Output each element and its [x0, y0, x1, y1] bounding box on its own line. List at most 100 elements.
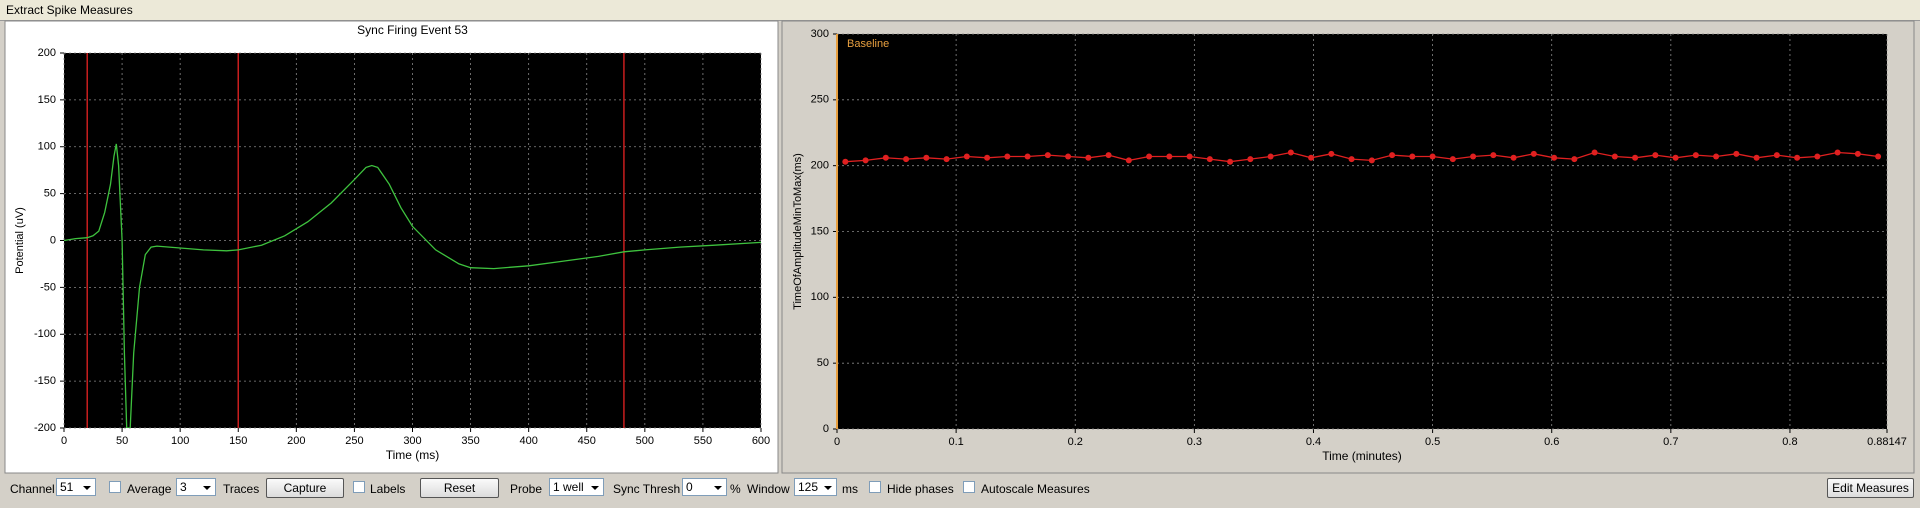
data-point	[1875, 153, 1882, 160]
y-tick-label: 100	[811, 291, 829, 303]
data-point	[1551, 154, 1558, 161]
data-point	[1449, 156, 1456, 163]
data-point	[943, 156, 950, 163]
y-tick-label: 0	[50, 234, 56, 246]
y-axis-label: TimeOfAmplitudeMinToMax(ms)	[792, 153, 804, 310]
data-point	[1125, 157, 1132, 164]
x-tick-label: 0.8	[1782, 436, 1797, 448]
data-point	[1854, 150, 1861, 157]
data-point	[1773, 152, 1780, 159]
reset-button[interactable]: Reset	[420, 478, 499, 498]
data-point	[1611, 153, 1618, 160]
charts: Sync Firing Event 53 0 50 100 150 200 250 300 35…	[4, 20, 1915, 474]
data-point	[1429, 153, 1436, 160]
data-point	[1591, 149, 1598, 156]
label: Autoscale Measures	[981, 482, 1090, 496]
x-tick-label: 600	[752, 435, 770, 447]
data-point	[1267, 153, 1274, 160]
x-tick-label: 150	[229, 435, 247, 447]
data-point	[1733, 150, 1740, 157]
data-point	[1105, 152, 1112, 159]
y-tick-label: 50	[44, 188, 56, 200]
y-tick-label: -150	[34, 375, 56, 387]
data-point	[963, 153, 970, 160]
data-point	[1227, 158, 1234, 165]
y-tick-label: -200	[34, 422, 56, 434]
chart-title: Sync Firing Event 53	[357, 23, 468, 37]
edit-measures-button[interactable]: Edit Measures	[1827, 478, 1914, 498]
data-point	[1794, 154, 1801, 161]
y-tick-label: -50	[40, 281, 56, 293]
data-point	[862, 157, 869, 164]
probe-select[interactable]: 1 well	[549, 478, 604, 496]
window-title: Extract Spike Measures	[6, 3, 133, 17]
checkbox[interactable]	[963, 481, 975, 493]
sync-thresh-select[interactable]: 0	[682, 478, 727, 496]
data-point	[1490, 152, 1497, 159]
checkbox[interactable]	[109, 481, 121, 493]
data-point	[923, 154, 930, 161]
x-tick-label: 350	[461, 435, 479, 447]
data-point	[1571, 156, 1578, 163]
y-axis-label: Potential (uV)	[14, 207, 26, 274]
data-point	[1247, 156, 1254, 163]
y-tick-label: 150	[811, 225, 829, 237]
data-point	[1044, 152, 1051, 159]
x-tick-label: 0.2	[1068, 436, 1083, 448]
y-tick-label: 0	[823, 423, 829, 435]
y-tick-label: 200	[811, 160, 829, 172]
x-axis-label: Time (ms)	[386, 448, 440, 462]
label: Labels	[370, 482, 406, 496]
data-point	[1672, 154, 1679, 161]
data-point	[1510, 154, 1517, 161]
capture-button[interactable]: Capture	[266, 478, 344, 498]
data-point	[1004, 153, 1011, 160]
x-tick-label: 0.4	[1306, 436, 1321, 448]
data-point	[882, 154, 889, 161]
data-point	[1287, 149, 1294, 156]
x-tick-label: 250	[345, 435, 363, 447]
data-point	[1065, 153, 1072, 160]
label: Channel	[10, 482, 55, 496]
data-point	[1632, 154, 1639, 161]
data-point	[903, 156, 910, 163]
x-tick-label: 50	[116, 435, 128, 447]
label: %	[730, 482, 741, 496]
data-point	[1713, 153, 1720, 160]
y-tick-label: 200	[38, 47, 56, 59]
checkbox[interactable]	[353, 481, 365, 493]
x-axis-label: Time (minutes)	[1322, 449, 1402, 463]
label: ms	[842, 482, 858, 496]
data-point	[984, 154, 991, 161]
window-select[interactable]: 125	[794, 478, 837, 496]
x-tick-label: 0.88147	[1867, 436, 1907, 448]
data-line	[845, 151, 1879, 163]
x-tick-label: 500	[636, 435, 654, 447]
data-point	[1186, 153, 1193, 160]
data-point	[1692, 152, 1699, 159]
y-tick-label: 300	[811, 28, 829, 40]
y-tick-label: 50	[817, 357, 829, 369]
data-point	[1814, 153, 1821, 160]
data-point	[1166, 153, 1173, 160]
traces-select[interactable]: 3	[176, 478, 216, 496]
label: Window	[747, 482, 790, 496]
data-point	[1389, 152, 1396, 159]
data-point	[1368, 157, 1375, 164]
x-tick-label: 0.7	[1663, 436, 1678, 448]
x-tick-label: 0.1	[948, 436, 963, 448]
y-tick-label: 150	[38, 94, 56, 106]
channel-select[interactable]: 51	[56, 478, 96, 496]
x-tick-label: 300	[403, 435, 421, 447]
annotation: Baseline	[847, 38, 889, 50]
x-tick-label: 0.5	[1425, 436, 1440, 448]
checkbox[interactable]	[869, 481, 881, 493]
data-point	[1348, 156, 1355, 163]
label: Traces	[223, 482, 260, 496]
x-tick-label: 400	[519, 435, 537, 447]
y-tick-label: 250	[811, 94, 829, 106]
x-tick-label: 550	[694, 435, 712, 447]
data-point	[1753, 154, 1760, 161]
label: Sync Thresh	[613, 482, 681, 496]
